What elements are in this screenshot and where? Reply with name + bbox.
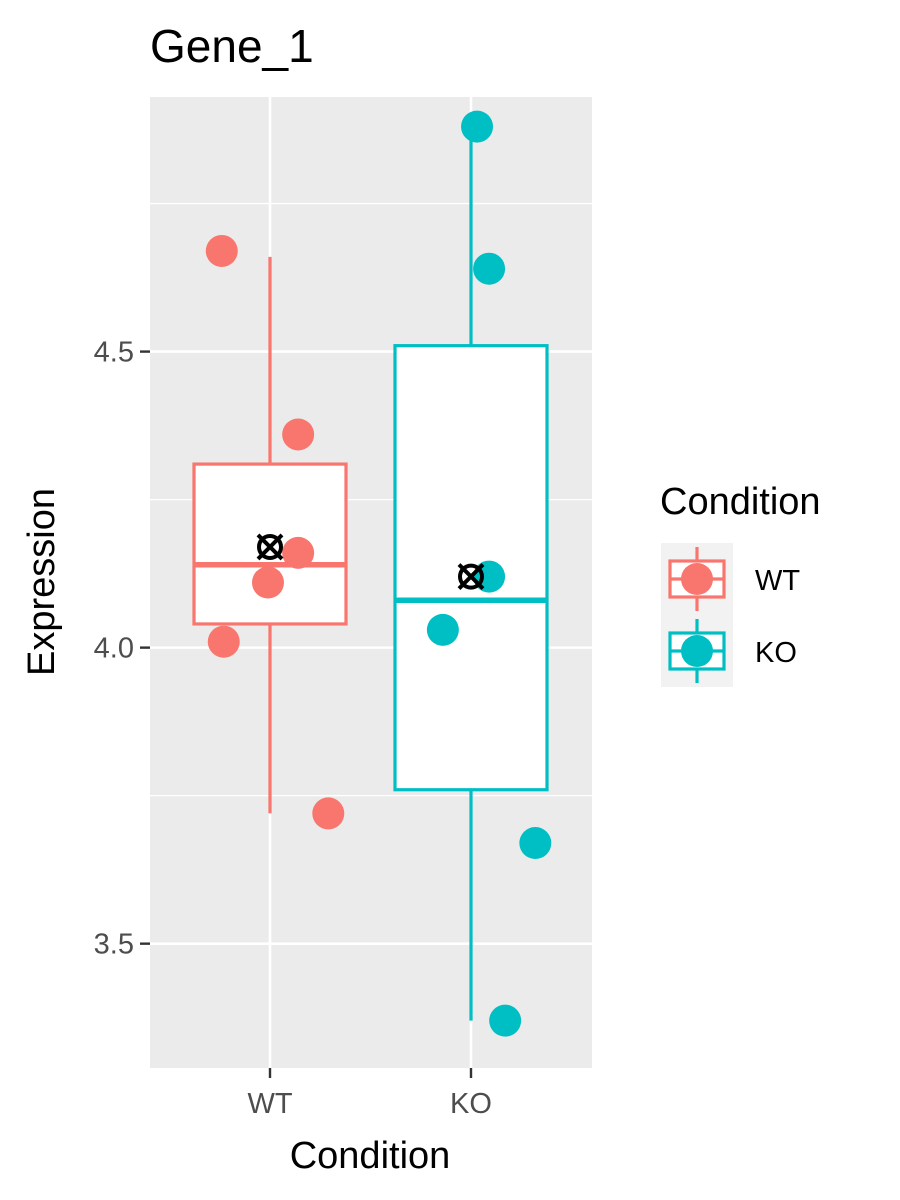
x-axis-title: Condition <box>290 1135 451 1177</box>
x-tick-label: KO <box>450 1088 492 1120</box>
legend-key-point <box>681 563 713 595</box>
legend-title: Condition <box>660 481 821 523</box>
legend: WT KO <box>661 543 800 687</box>
data-point <box>282 418 315 451</box>
chart-title: Gene_1 <box>150 20 314 72</box>
data-point <box>426 613 459 646</box>
legend-label-ko: KO <box>755 637 797 669</box>
data-point <box>312 797 345 830</box>
box-group-wt <box>192 234 348 830</box>
data-point <box>205 234 238 267</box>
data-point <box>519 827 552 860</box>
y-tick-label: 4.0 <box>94 633 134 665</box>
y-tick-label: 4.5 <box>94 337 134 369</box>
plot-layer: 3.5 4.0 4.5 WT KO <box>94 97 592 1120</box>
data-point <box>473 252 506 285</box>
data-point <box>282 536 315 569</box>
mean-marker <box>257 533 283 560</box>
legend-label-wt: WT <box>755 565 800 597</box>
box-group-ko <box>393 110 552 1037</box>
x-tick-label: WT <box>247 1088 292 1120</box>
data-point <box>207 625 240 658</box>
data-point <box>489 1004 522 1037</box>
box <box>393 344 549 792</box>
mean-marker-cross <box>256 533 284 561</box>
mean-marker <box>458 563 484 590</box>
box <box>192 462 348 626</box>
data-point <box>251 566 284 599</box>
data-point <box>473 560 506 593</box>
mean-marker-cross <box>457 563 485 590</box>
legend-key-point <box>681 635 713 667</box>
y-axis-title: Expression <box>21 488 63 676</box>
y-tick-label: 3.5 <box>94 929 134 961</box>
data-point <box>461 110 494 143</box>
